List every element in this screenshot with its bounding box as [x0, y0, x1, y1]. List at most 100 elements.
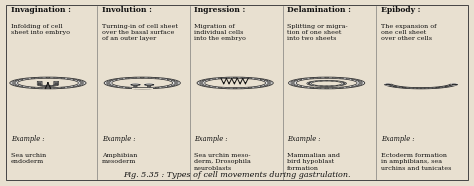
Text: Example :: Example : [381, 135, 414, 143]
Ellipse shape [342, 82, 345, 83]
Ellipse shape [15, 80, 19, 81]
Ellipse shape [38, 83, 42, 84]
Ellipse shape [55, 84, 58, 85]
Ellipse shape [54, 85, 58, 86]
Ellipse shape [317, 88, 321, 89]
Ellipse shape [73, 79, 77, 80]
Ellipse shape [264, 80, 268, 81]
Ellipse shape [73, 86, 77, 87]
Ellipse shape [425, 88, 429, 89]
Ellipse shape [389, 85, 393, 86]
Ellipse shape [233, 77, 237, 78]
Ellipse shape [107, 81, 111, 82]
Ellipse shape [61, 87, 65, 88]
Text: Infolding of cell
sheet into embryo: Infolding of cell sheet into embryo [11, 24, 70, 35]
Ellipse shape [303, 78, 307, 79]
Text: Migration of
individual cells
into the embryo: Migration of individual cells into the e… [194, 24, 246, 41]
Ellipse shape [260, 86, 264, 87]
Ellipse shape [171, 80, 175, 81]
Text: Splitting or migra-
tion of one sheet
into two sheets: Splitting or migra- tion of one sheet in… [287, 24, 348, 41]
Ellipse shape [167, 86, 171, 87]
Ellipse shape [52, 85, 56, 86]
Ellipse shape [332, 88, 337, 89]
Polygon shape [452, 84, 456, 85]
Ellipse shape [206, 86, 210, 87]
Text: Amphibian
mesoderm: Amphibian mesoderm [102, 153, 137, 164]
Ellipse shape [255, 78, 259, 79]
Text: Epibody :: Epibody : [381, 7, 420, 15]
Ellipse shape [449, 85, 453, 86]
Ellipse shape [266, 81, 271, 82]
Polygon shape [385, 84, 390, 85]
Ellipse shape [40, 85, 44, 86]
Polygon shape [145, 84, 154, 85]
Ellipse shape [38, 84, 42, 85]
Ellipse shape [15, 85, 19, 86]
Ellipse shape [202, 80, 206, 81]
Ellipse shape [346, 78, 350, 79]
Ellipse shape [402, 87, 406, 88]
Ellipse shape [167, 79, 171, 80]
Ellipse shape [248, 87, 252, 88]
Ellipse shape [325, 77, 329, 78]
Ellipse shape [310, 87, 314, 88]
Ellipse shape [421, 88, 425, 89]
Ellipse shape [339, 87, 344, 88]
Ellipse shape [206, 79, 210, 80]
Text: Example :: Example : [194, 135, 228, 143]
Ellipse shape [386, 84, 390, 85]
Ellipse shape [104, 77, 180, 89]
Ellipse shape [200, 81, 204, 82]
Ellipse shape [197, 77, 273, 89]
Ellipse shape [358, 81, 362, 82]
Text: Delamination :: Delamination : [287, 7, 351, 15]
Ellipse shape [289, 77, 365, 89]
Text: Example :: Example : [102, 135, 136, 143]
Ellipse shape [417, 88, 421, 89]
Ellipse shape [307, 80, 346, 86]
Text: The expansion of
one cell sheet
over other cells: The expansion of one cell sheet over oth… [381, 24, 437, 41]
Ellipse shape [173, 81, 178, 82]
Ellipse shape [264, 85, 268, 86]
Ellipse shape [46, 88, 50, 89]
Ellipse shape [298, 79, 302, 80]
Ellipse shape [226, 88, 229, 89]
Text: Invagination :: Invagination : [11, 7, 71, 15]
Ellipse shape [356, 80, 360, 81]
Text: Example :: Example : [287, 135, 321, 143]
Ellipse shape [336, 85, 338, 86]
Ellipse shape [140, 77, 144, 78]
Ellipse shape [18, 78, 78, 88]
Text: Mammalian and
bird hypoblast
formation: Mammalian and bird hypoblast formation [287, 153, 340, 171]
Ellipse shape [109, 80, 113, 81]
Ellipse shape [19, 79, 23, 80]
Ellipse shape [351, 86, 356, 87]
Ellipse shape [54, 88, 58, 89]
Ellipse shape [294, 85, 298, 86]
Ellipse shape [311, 81, 342, 86]
Ellipse shape [356, 85, 360, 86]
Text: Sea urchin meso-
derm, Drosophila
neuroblasts: Sea urchin meso- derm, Drosophila neurob… [194, 153, 251, 171]
Ellipse shape [218, 87, 222, 88]
Ellipse shape [399, 87, 403, 88]
Polygon shape [37, 81, 59, 86]
Ellipse shape [119, 78, 123, 79]
Ellipse shape [19, 86, 23, 87]
Ellipse shape [67, 78, 72, 79]
Ellipse shape [134, 86, 137, 87]
Ellipse shape [413, 88, 417, 89]
Ellipse shape [113, 79, 118, 80]
Ellipse shape [260, 79, 264, 80]
Polygon shape [132, 88, 153, 89]
Text: Sea urchin
endoderm: Sea urchin endoderm [11, 153, 46, 164]
Ellipse shape [25, 78, 28, 79]
Ellipse shape [12, 81, 17, 82]
Ellipse shape [296, 78, 357, 88]
Ellipse shape [291, 81, 295, 82]
Ellipse shape [162, 78, 166, 79]
Text: Ingression :: Ingression : [194, 7, 246, 15]
Ellipse shape [202, 85, 206, 86]
Ellipse shape [109, 85, 113, 86]
Ellipse shape [205, 78, 265, 88]
Ellipse shape [125, 87, 129, 88]
